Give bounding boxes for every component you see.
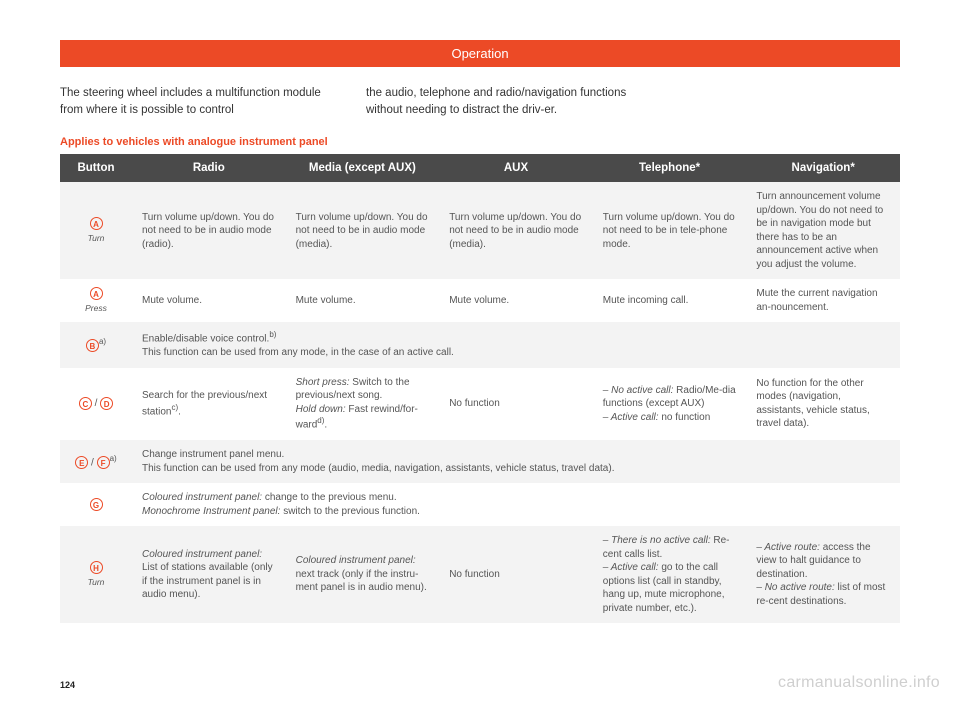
cell-media: Turn volume up/down. You do not need to … xyxy=(286,182,440,279)
text-italic: Hold down: xyxy=(296,404,349,415)
cell-navigation: Mute the current navigation an-nouncemen… xyxy=(746,279,900,322)
text: Change instrument panel menu. xyxy=(142,449,284,460)
table-row: G Coloured instrument panel: change to t… xyxy=(60,483,900,526)
text: Enable/disable voice control. xyxy=(142,334,269,345)
cell-media: Short press: Switch to the previous/next… xyxy=(286,368,440,440)
text: next track (only if the instru-ment pane… xyxy=(296,569,427,594)
button-cell: Ba) xyxy=(60,322,132,367)
cell-telephone: Turn volume up/down. You do not need to … xyxy=(593,182,747,279)
cell-radio: Search for the previous/next stationc). xyxy=(132,368,286,440)
footnote-ref: b) xyxy=(269,330,276,339)
controls-table: Button Radio Media (except AUX) AUX Tele… xyxy=(60,154,900,623)
text-italic: – Active call: xyxy=(603,562,662,573)
text-italic: Coloured instrument panel: xyxy=(142,549,262,560)
text: Search for the previous/next station xyxy=(142,390,267,417)
cell-navigation: – Active route: access the view to halt … xyxy=(746,526,900,623)
text-italic: – No active call: xyxy=(603,385,676,396)
letter-icon: H xyxy=(90,561,103,574)
text: . xyxy=(324,420,327,431)
cell-radio: Turn volume up/down. You do not need to … xyxy=(132,182,286,279)
cell-telephone: Mute incoming call. xyxy=(593,279,747,322)
page-number: 124 xyxy=(60,680,75,690)
th-button: Button xyxy=(60,154,132,182)
letter-icon: A xyxy=(90,287,103,300)
cell-media: Mute volume. xyxy=(286,279,440,322)
text-italic: Coloured instrument panel: xyxy=(142,492,265,503)
button-cell: C / D xyxy=(60,368,132,440)
text-italic: – No active route: xyxy=(756,582,837,593)
cell-navigation: Turn announcement volume up/down. You do… xyxy=(746,182,900,279)
th-aux: AUX xyxy=(439,154,593,182)
footnote-ref: a) xyxy=(110,454,117,463)
button-cell: A Turn xyxy=(60,182,132,279)
letter-icon: F xyxy=(97,456,110,469)
letter-icon: E xyxy=(75,456,88,469)
cell-radio: Mute volume. xyxy=(132,279,286,322)
letter-icon: A xyxy=(90,217,103,230)
cell-aux: No function xyxy=(439,526,593,623)
text: no function xyxy=(661,412,710,423)
button-cell: E / Fa) xyxy=(60,440,132,483)
cell-aux: Mute volume. xyxy=(439,279,593,322)
cell-navigation: No function for the other modes (navigat… xyxy=(746,368,900,440)
text-italic: – Active call: xyxy=(603,412,662,423)
cell-media: Coloured instrument panel: next track (o… xyxy=(286,526,440,623)
cell-span: Change instrument panel menu. This funct… xyxy=(132,440,900,483)
letter-icon: G xyxy=(90,498,103,511)
button-cell: H Turn xyxy=(60,526,132,623)
cell-telephone: – There is no active call: Re-cent calls… xyxy=(593,526,747,623)
th-telephone: Telephone* xyxy=(593,154,747,182)
cell-span: Enable/disable voice control.b) This fun… xyxy=(132,322,900,367)
intro-col-2: the audio, telephone and radio/navigatio… xyxy=(366,85,636,118)
text: change to the previous menu. xyxy=(265,492,397,503)
text: . xyxy=(178,406,181,417)
letter-icon: C xyxy=(79,397,92,410)
th-radio: Radio xyxy=(132,154,286,182)
table-row: Ba) Enable/disable voice control.b) This… xyxy=(60,322,900,367)
page: Operation The steering wheel includes a … xyxy=(0,0,960,708)
th-media: Media (except AUX) xyxy=(286,154,440,182)
text-italic: Short press: xyxy=(296,377,353,388)
watermark: carmanualsonline.info xyxy=(778,674,940,692)
text-italic: – Active route: xyxy=(756,542,822,553)
text: switch to the previous function. xyxy=(283,506,420,517)
section-header: Operation xyxy=(60,40,900,67)
button-cell: A Press xyxy=(60,279,132,322)
th-navigation: Navigation* xyxy=(746,154,900,182)
subheading: Applies to vehicles with analogue instru… xyxy=(60,136,900,148)
table-row: H Turn Coloured instrument panel: List o… xyxy=(60,526,900,623)
button-sublabel: Turn xyxy=(62,577,130,588)
button-sublabel: Turn xyxy=(62,233,130,244)
cell-aux: No function xyxy=(439,368,593,440)
separator: / xyxy=(88,457,96,468)
cell-radio: Coloured instrument panel: List of stati… xyxy=(132,526,286,623)
intro-col-1: The steering wheel includes a multifunct… xyxy=(60,85,330,118)
text-italic: Monochrome Instrument panel: xyxy=(142,506,283,517)
text-italic: – There is no active call: xyxy=(603,535,714,546)
cell-telephone: – No active call: Radio/Me-dia functions… xyxy=(593,368,747,440)
text: List of stations available (only if the … xyxy=(142,562,273,600)
text-italic: Coloured instrument panel: xyxy=(296,555,416,566)
table-row: A Turn Turn volume up/down. You do not n… xyxy=(60,182,900,279)
text: This function can be used from any mode … xyxy=(142,463,614,474)
letter-icon: B xyxy=(86,339,99,352)
table-row: E / Fa) Change instrument panel menu. Th… xyxy=(60,440,900,483)
footnote-ref: a) xyxy=(99,337,106,346)
table-header-row: Button Radio Media (except AUX) AUX Tele… xyxy=(60,154,900,182)
separator: / xyxy=(92,398,100,409)
text: This function can be used from any mode,… xyxy=(142,347,454,358)
cell-aux: Turn volume up/down. You do not need to … xyxy=(439,182,593,279)
table-row: C / D Search for the previous/next stati… xyxy=(60,368,900,440)
button-cell: G xyxy=(60,483,132,526)
cell-span: Coloured instrument panel: change to the… xyxy=(132,483,900,526)
letter-icon: D xyxy=(100,397,113,410)
button-sublabel: Press xyxy=(62,303,130,314)
table-row: A Press Mute volume. Mute volume. Mute v… xyxy=(60,279,900,322)
intro-text: The steering wheel includes a multifunct… xyxy=(60,85,900,118)
